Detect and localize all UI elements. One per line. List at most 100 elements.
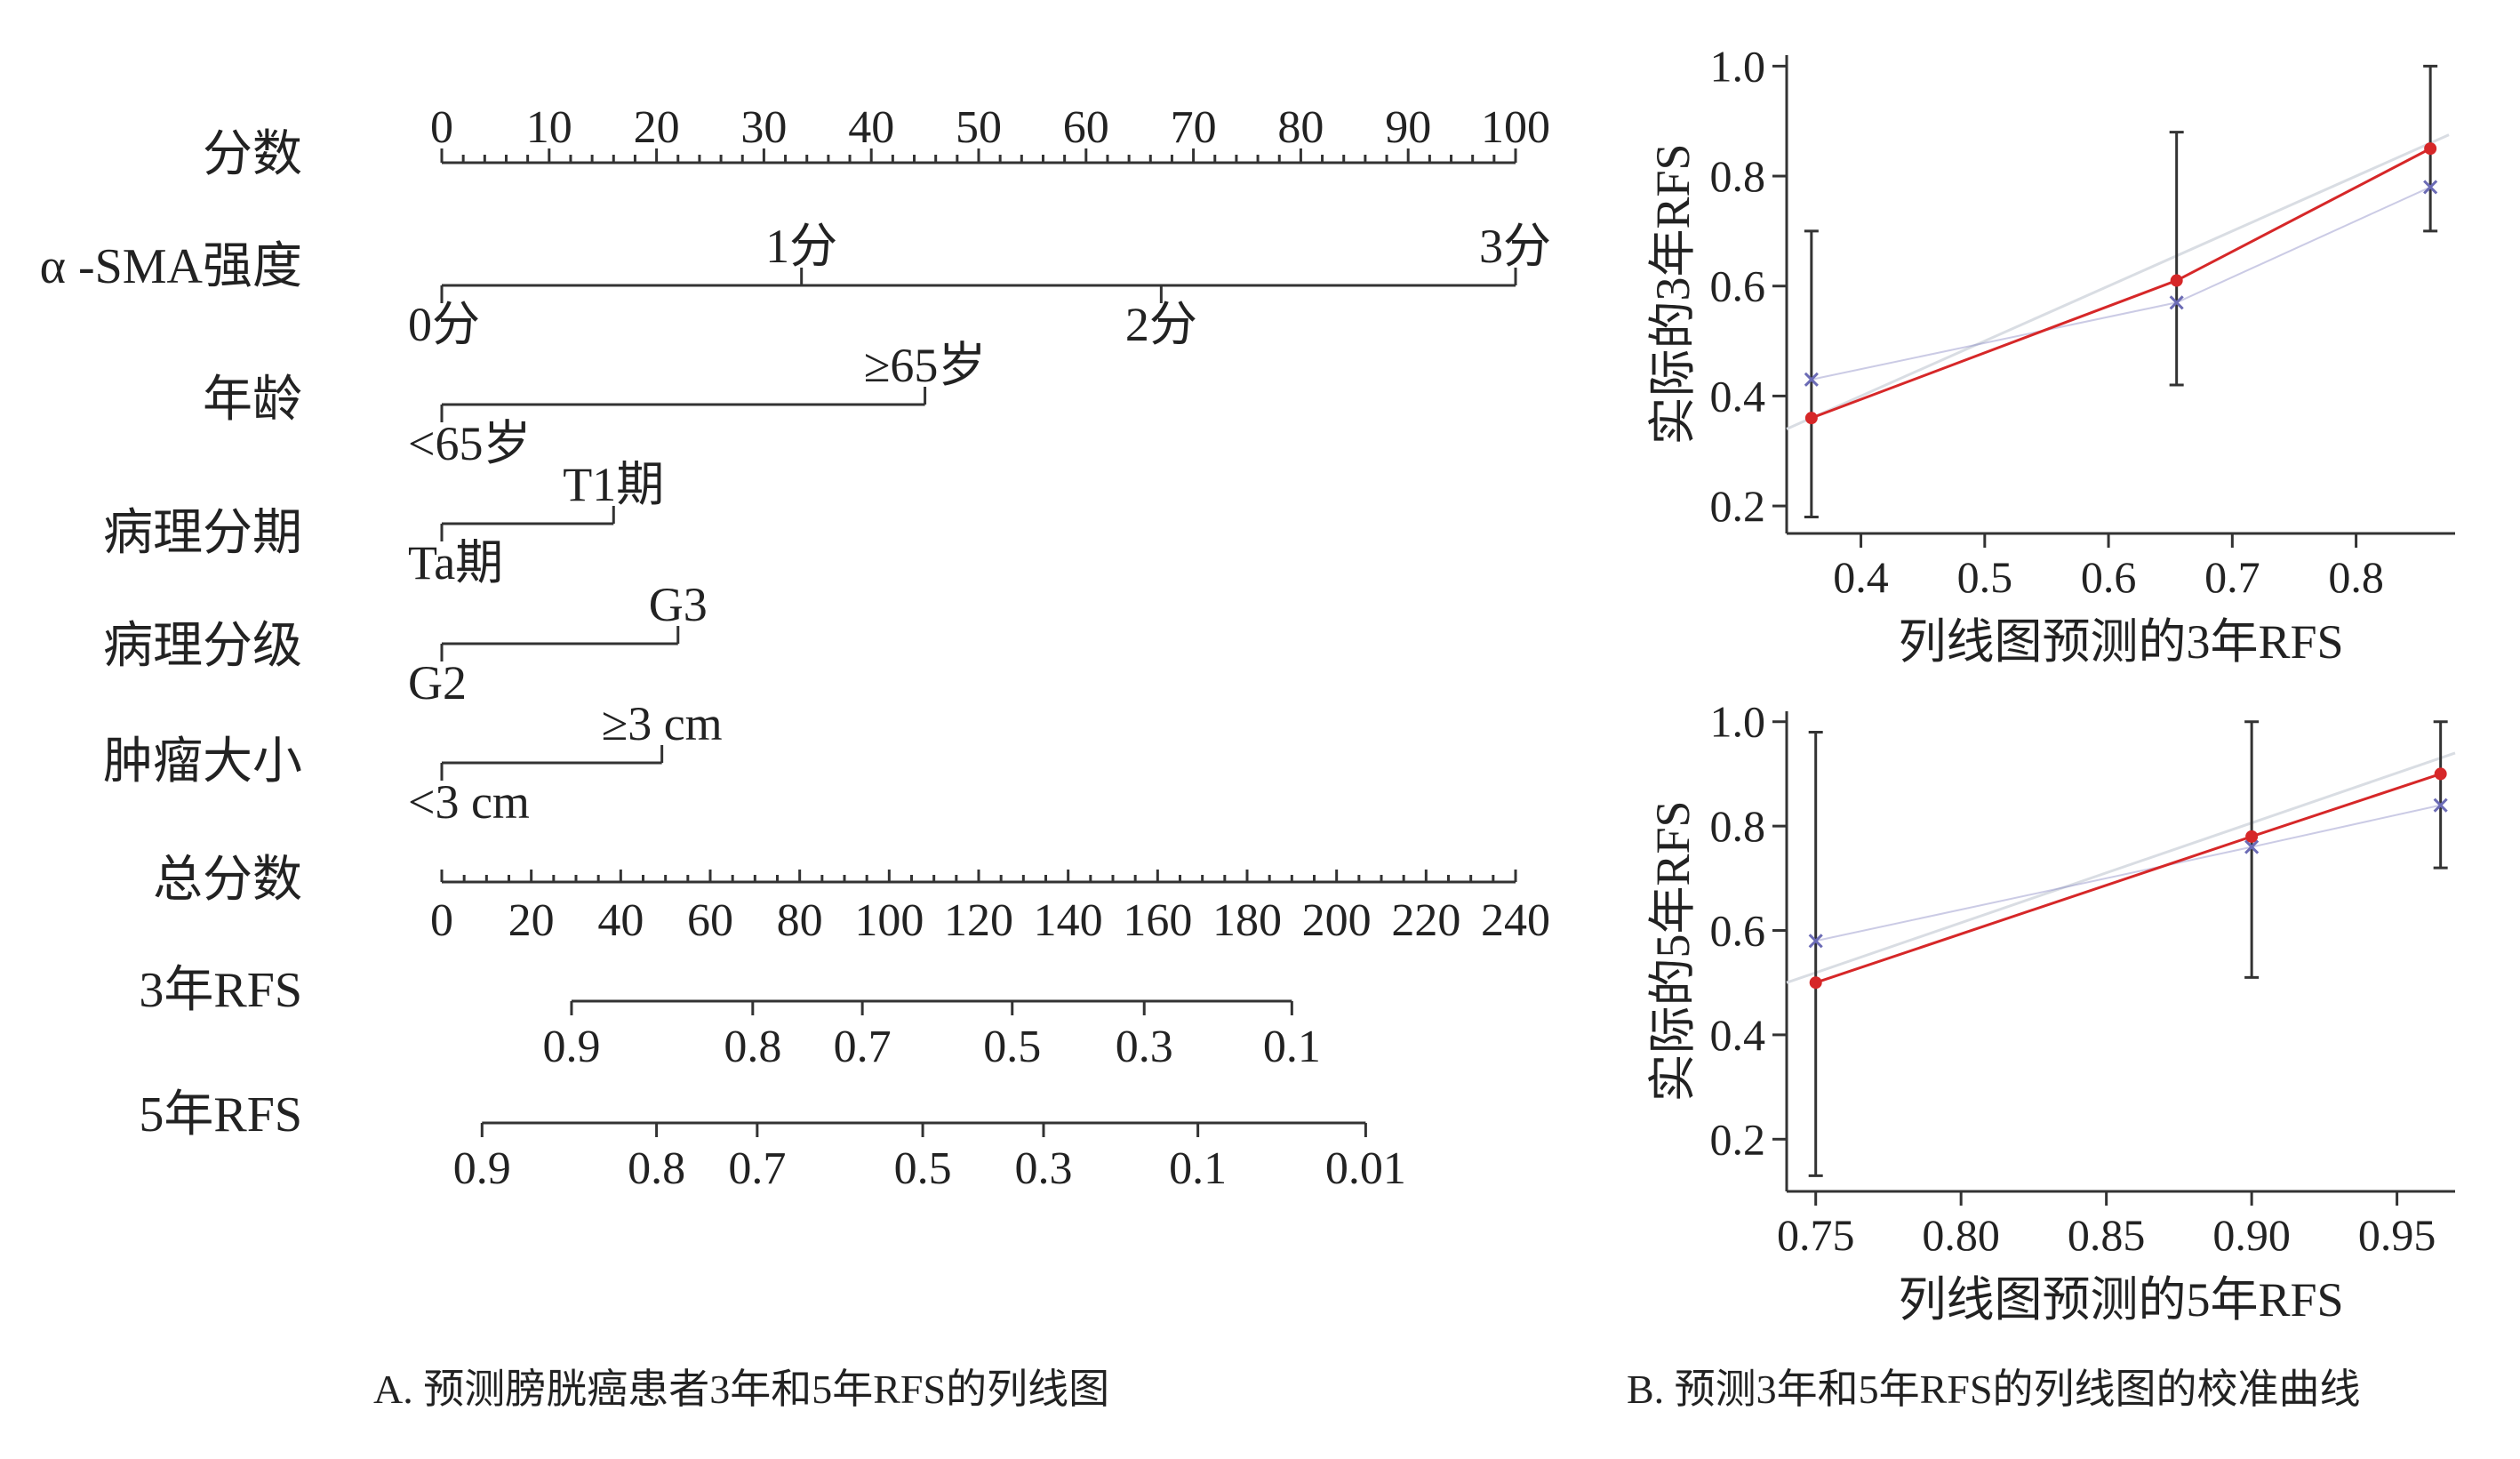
total-points-tick-label: 100 — [854, 895, 924, 946]
observed-series-line — [1815, 773, 2442, 984]
points-tick-label: 30 — [740, 102, 787, 153]
total-points-row-label: 总分数 — [153, 853, 302, 908]
x-tick-label: 0.6 — [2081, 552, 2137, 602]
variable-level-label: ≥65岁 — [864, 339, 987, 392]
points-tick-label: 60 — [1063, 102, 1109, 153]
variable-level-label: 2分 — [1125, 298, 1197, 351]
total-points-tick-label: 220 — [1391, 895, 1460, 946]
x-axis-label: 列线图预测的5年RFS — [1898, 1273, 2343, 1327]
points-row-label: 分数 — [203, 127, 302, 182]
x-tick-label: 0.85 — [2068, 1210, 2146, 1260]
y-tick-label: 0.6 — [1710, 906, 1766, 956]
total-points-tick-label: 180 — [1212, 895, 1282, 946]
variable-row-label: 年龄 — [203, 373, 302, 428]
total-points-tick-label: 200 — [1302, 895, 1372, 946]
outcome-tick-label: 0.9 — [453, 1143, 511, 1194]
variable-level-label: 3分 — [1479, 220, 1551, 273]
total-points-tick-label: 160 — [1123, 895, 1192, 946]
calibration-5yr-panel: 0.2 0.4 0.6 0.8 1.0 0.75 0.80 0.85 0.90 0.95 列线图预测… — [1646, 697, 2456, 1327]
x-tick-label: 0.75 — [1777, 1210, 1855, 1260]
observed-point — [1809, 976, 1822, 990]
points-tick-label: 20 — [634, 102, 680, 153]
variable-level-label: ≥3 cm — [602, 697, 723, 750]
corrected-point — [2169, 295, 2184, 310]
corrected-point — [2244, 839, 2260, 854]
total-points-tick-label: 120 — [944, 895, 1013, 946]
total-points-tick-label: 240 — [1481, 895, 1550, 946]
outcome-tick-label: 0.01 — [1325, 1143, 1406, 1194]
y-tick-label: 0.8 — [1710, 151, 1766, 201]
y-tick-label: 0.2 — [1710, 1114, 1766, 1164]
calibration-caption: B. 预测3年和5年RFS的列线图的校准曲线 — [1627, 1367, 2361, 1412]
outcome-row-label: 5年RFS — [139, 1087, 302, 1142]
variable-level-label: <65岁 — [408, 417, 531, 470]
points-tick-label: 100 — [1481, 102, 1550, 153]
y-tick-label: 0.8 — [1710, 801, 1766, 851]
points-tick-label: 10 — [526, 102, 572, 153]
y-tick-label: 0.6 — [1710, 261, 1766, 311]
variable-level-label: G3 — [649, 578, 708, 631]
ideal-reference-line — [1786, 133, 2450, 430]
total-points-tick-label: 80 — [777, 895, 823, 946]
points-tick-label: 80 — [1277, 102, 1324, 153]
outcome-tick-label: 0.7 — [834, 1022, 892, 1072]
variable-level-label: 1分 — [765, 220, 837, 273]
variable-level-label: 0分 — [408, 298, 480, 351]
outcome-tick-label: 0.3 — [1014, 1143, 1072, 1194]
outcome-tick-label: 0.5 — [894, 1143, 952, 1194]
outcome-tick-label: 0.3 — [1116, 1022, 1173, 1072]
corrected-point — [2433, 798, 2448, 813]
ideal-reference-line — [1786, 751, 2456, 984]
corrected-point — [1808, 934, 1823, 949]
variable-row-label: α -SMA强度 — [40, 239, 302, 294]
outcome-tick-label: 0.1 — [1263, 1022, 1321, 1072]
outcome-tick-label: 0.5 — [983, 1022, 1041, 1072]
variable-level-label: T1期 — [563, 458, 664, 511]
outcome-tick-label: 0.8 — [724, 1022, 781, 1072]
y-axis-label: 实际的5年RFS — [1646, 800, 1700, 1102]
observed-point — [1804, 412, 1818, 425]
calibration-3yr-panel: 0.2 0.4 0.6 0.8 1.0 0.4 0.5 0.6 0.7 0.8 列线图预测的3年RF… — [1646, 41, 2455, 669]
observed-point — [2170, 274, 2183, 287]
total-points-tick-label: 0 — [430, 895, 453, 946]
y-tick-label: 0.4 — [1710, 371, 1766, 421]
points-tick-label: 0 — [430, 102, 453, 153]
variable-row-label: 病理分级 — [103, 619, 302, 674]
total-points-tick-label: 140 — [1034, 895, 1103, 946]
corrected-series-line — [1815, 804, 2441, 942]
corrected-series-line — [1811, 186, 2431, 381]
points-tick-label: 50 — [956, 102, 1002, 153]
points-tick-label: 90 — [1385, 102, 1431, 153]
x-tick-label: 0.80 — [1922, 1210, 2000, 1260]
x-tick-label: 0.7 — [2204, 552, 2260, 602]
nomogram-panel: 分数 0 10 20 30 40 50 60 70 80 90 100 α -SMA强度 0分 1分 2分 3分… — [40, 102, 1551, 1194]
x-tick-label: 0.5 — [1957, 552, 2013, 602]
observed-point — [2424, 142, 2437, 156]
outcome-tick-label: 0.9 — [542, 1022, 600, 1072]
outcome-tick-label: 0.8 — [628, 1143, 685, 1194]
corrected-point — [1804, 372, 1819, 387]
observed-point — [2434, 767, 2447, 781]
variable-level-label: Ta期 — [408, 536, 503, 589]
nomogram-caption: A. 预测膀胱癌患者3年和5年RFS的列线图 — [373, 1367, 1109, 1412]
points-tick-label: 40 — [848, 102, 894, 153]
observed-point — [2245, 830, 2259, 843]
x-tick-label: 0.4 — [1833, 552, 1889, 602]
y-tick-label: 0.4 — [1710, 1010, 1766, 1060]
variable-level-label: <3 cm — [408, 775, 530, 829]
total-points-tick-label: 60 — [687, 895, 733, 946]
y-axis-label: 实际的3年RFS — [1646, 143, 1700, 445]
x-axis-label: 列线图预测的3年RFS — [1898, 615, 2343, 669]
variable-row-label: 病理分期 — [103, 506, 302, 561]
y-tick-label: 1.0 — [1710, 41, 1766, 91]
x-tick-label: 0.95 — [2358, 1210, 2436, 1260]
variable-level-label: G2 — [408, 656, 467, 709]
outcome-row-label: 3年RFS — [139, 963, 302, 1018]
variable-row-label: 肿瘤大小 — [103, 734, 302, 790]
total-points-tick-label: 20 — [508, 895, 555, 946]
points-tick-label: 70 — [1171, 102, 1217, 153]
outcome-tick-label: 0.1 — [1169, 1143, 1227, 1194]
outcome-tick-label: 0.7 — [728, 1143, 786, 1194]
total-points-tick-label: 40 — [597, 895, 644, 946]
